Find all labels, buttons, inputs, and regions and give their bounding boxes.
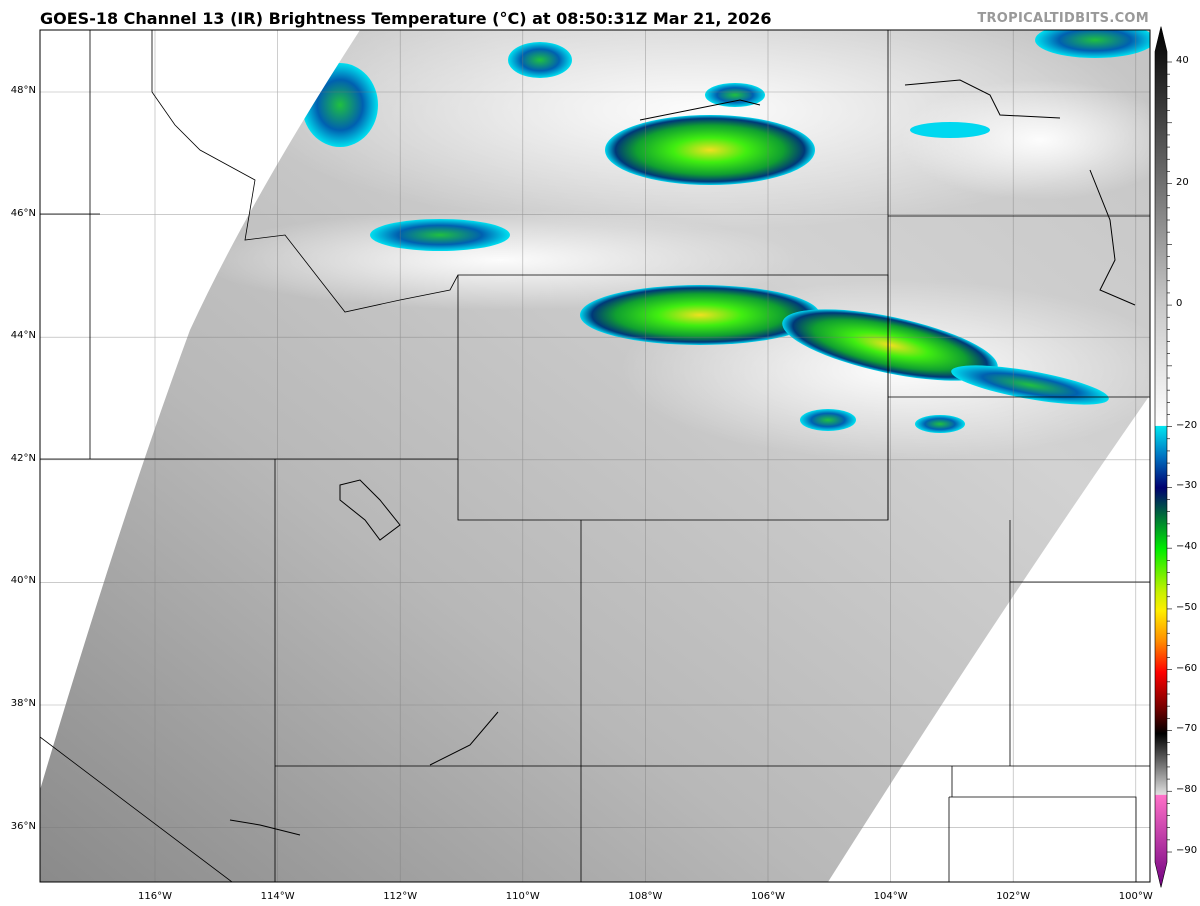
- map-title: GOES-18 Channel 13 (IR) Brightness Tempe…: [40, 9, 772, 28]
- colorbar-label: −50: [1176, 601, 1198, 613]
- colorbar-label: −90: [1176, 845, 1198, 856]
- colorbar-label: 40: [1176, 55, 1189, 66]
- no-data-region-east: [828, 395, 1150, 882]
- latitude-label: 48°N: [10, 85, 36, 96]
- latitude-label: 40°N: [10, 575, 36, 587]
- map-frame: [39, 29, 1151, 883]
- state-borders: [40, 30, 1150, 882]
- graticule: [40, 30, 1150, 882]
- colorbar-label: −40: [1176, 541, 1198, 553]
- colorbar-label: −60: [1176, 662, 1198, 674]
- watermark: TROPICALTIDBITS.COM: [977, 11, 1149, 26]
- latitude-label: 38°N: [10, 698, 36, 709]
- latitude-label: 42°N: [10, 452, 36, 464]
- cold-cloud-areas: [200, 30, 1150, 460]
- longitude-label: 102°W: [996, 891, 1031, 902]
- colorbar: [1154, 26, 1172, 888]
- longitude-label: 100°W: [1118, 891, 1153, 902]
- longitude-label: 108°W: [628, 891, 663, 902]
- no-data-region-west: [40, 30, 360, 790]
- longitude-label: 106°W: [751, 891, 785, 902]
- longitude-label: 114°W: [260, 891, 295, 902]
- longitude-label: 104°W: [873, 891, 908, 902]
- colorbar-label: −70: [1176, 723, 1198, 735]
- colorbar-label: 20: [1176, 176, 1189, 188]
- colorbar-scale: [1154, 26, 1168, 888]
- longitude-label: 112°W: [383, 891, 418, 902]
- latitude-label: 36°N: [10, 820, 36, 832]
- colorbar-label: 0: [1176, 298, 1183, 310]
- colorbar-label: −80: [1176, 784, 1198, 796]
- colorbar-label: −20: [1176, 419, 1198, 431]
- longitude-label: 110°W: [505, 891, 540, 902]
- colorbar-label: −30: [1176, 480, 1198, 492]
- latitude-label: 44°N: [10, 330, 36, 342]
- longitude-label: 116°W: [138, 891, 172, 902]
- lakes-rivers: [229, 79, 1136, 836]
- latitude-label: 46°N: [10, 207, 36, 219]
